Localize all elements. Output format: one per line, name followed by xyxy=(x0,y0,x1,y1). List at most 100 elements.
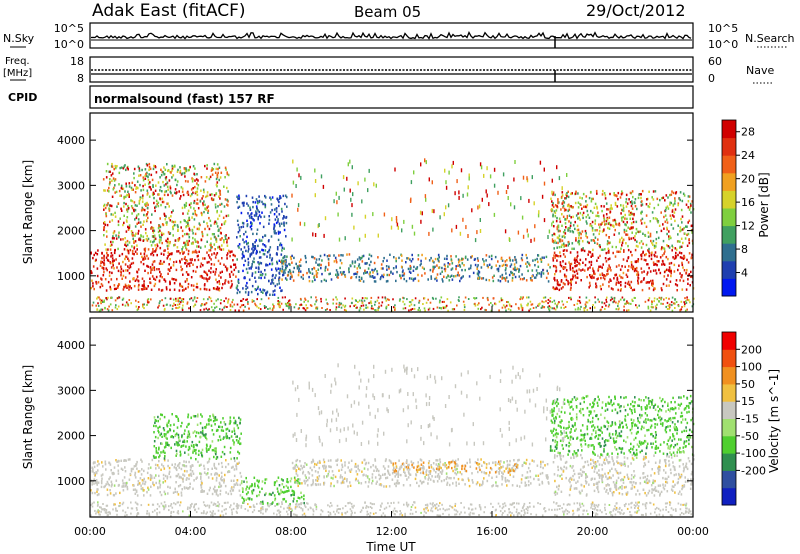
scatter-cell xyxy=(154,278,157,281)
scatter-cell xyxy=(178,443,180,447)
scatter-cell xyxy=(236,195,238,198)
scatter-cell xyxy=(607,249,610,252)
scatter-cell xyxy=(204,426,207,429)
scatter-cell xyxy=(167,251,170,254)
scatter-cell xyxy=(344,275,347,278)
scatter-cell-far xyxy=(395,219,398,224)
scatter-cell-far xyxy=(474,238,477,243)
scatter-cell-far xyxy=(445,185,448,190)
scatter-cell-near xyxy=(182,304,184,307)
scatter-cell-near xyxy=(278,303,280,306)
scatter-cell xyxy=(254,241,256,244)
scatter-cell xyxy=(430,277,433,280)
scatter-cell xyxy=(313,266,315,270)
scatter-cell xyxy=(636,273,638,276)
scatter-cell xyxy=(103,234,105,237)
scatter-cell xyxy=(521,253,524,257)
scatter-cell xyxy=(185,287,187,290)
scatter-cell xyxy=(420,259,422,263)
scatter-cell xyxy=(613,192,615,195)
scatter-cell xyxy=(565,278,568,282)
scatter-cell xyxy=(663,215,665,219)
scatter-cell xyxy=(121,468,124,471)
scatter-cell xyxy=(134,204,137,207)
scatter-cell xyxy=(638,241,641,245)
scatter-cell xyxy=(153,424,155,428)
scatter-cell xyxy=(579,218,581,221)
scatter-cell xyxy=(128,224,131,227)
scatter-cell xyxy=(137,213,140,216)
scatter-cell-near xyxy=(338,303,341,306)
scatter-cell xyxy=(636,207,638,211)
scatter-cell xyxy=(125,244,128,248)
scatter-cell xyxy=(218,289,221,292)
scatter-cell xyxy=(604,197,607,200)
scatter-cell xyxy=(269,253,271,257)
scatter-cell xyxy=(350,276,352,280)
scatter-cell xyxy=(664,220,667,223)
scatter-cell xyxy=(207,254,210,257)
scatter-cell xyxy=(206,279,209,283)
scatter-cell xyxy=(177,433,180,437)
scatter-cell xyxy=(200,486,203,489)
scatter-cell-near xyxy=(189,298,191,301)
scatter-cell xyxy=(631,202,634,205)
scatter-cell-near xyxy=(418,301,420,304)
scatter-cell xyxy=(625,229,628,232)
scatter-cell xyxy=(194,209,196,213)
scatter-cell xyxy=(250,266,252,269)
scatter-cell-near xyxy=(411,308,414,310)
scatter-cell xyxy=(113,186,115,190)
scatter-cell xyxy=(185,445,187,448)
scatter-cell xyxy=(284,263,287,267)
scatter-cell xyxy=(188,264,191,268)
scatter-cell xyxy=(632,236,635,240)
scatter-cell-near xyxy=(394,304,396,307)
scatter-cell xyxy=(661,246,663,249)
scatter-cell xyxy=(93,478,96,481)
scatter-cell xyxy=(666,218,668,221)
scatter-cell xyxy=(273,224,276,228)
scatter-cell xyxy=(103,208,105,211)
scatter-cell xyxy=(109,489,111,492)
scatter-cell xyxy=(155,474,157,477)
scatter-cell xyxy=(126,210,129,213)
scatter-cell xyxy=(204,227,206,231)
scatter-cell xyxy=(152,226,155,230)
scatter-cell xyxy=(377,256,379,259)
scatter-cell xyxy=(300,491,302,494)
scatter-cell xyxy=(271,262,273,266)
scatter-cell xyxy=(166,477,169,480)
scatter-cell xyxy=(632,195,634,199)
scatter-cell-near xyxy=(530,303,533,306)
scatter-cell-near xyxy=(683,305,686,308)
scatter-cell xyxy=(501,276,504,279)
scatter-cell xyxy=(90,270,92,273)
scatter-cell-far xyxy=(481,197,483,202)
scatter-cell xyxy=(220,171,223,174)
scatter-cell xyxy=(669,201,671,204)
scatter-cell xyxy=(217,288,219,291)
scatter-cell-near xyxy=(365,304,367,307)
scatter-cell xyxy=(127,257,129,260)
scatter-cell xyxy=(142,482,144,485)
scatter-cell-near xyxy=(585,305,587,308)
scatter-cell xyxy=(277,490,279,493)
scatter-cell xyxy=(607,258,610,261)
scatter-cell xyxy=(640,240,643,243)
scatter-cell-near xyxy=(114,306,117,309)
scatter-cell xyxy=(220,421,222,424)
scatter-cell xyxy=(186,191,189,194)
scatter-cell xyxy=(153,268,156,272)
scatter-cell xyxy=(572,269,574,273)
scatter-cell xyxy=(640,211,642,214)
scatter-cell xyxy=(226,203,228,206)
scatter-cell xyxy=(577,201,580,204)
scatter-cell xyxy=(291,254,293,258)
scatter-cell xyxy=(166,163,168,166)
scatter-cell xyxy=(285,266,287,269)
scatter-cell-near xyxy=(374,300,377,303)
scatter-cell xyxy=(164,474,167,478)
scatter-cell xyxy=(276,479,278,483)
scatter-cell-near xyxy=(498,300,501,303)
